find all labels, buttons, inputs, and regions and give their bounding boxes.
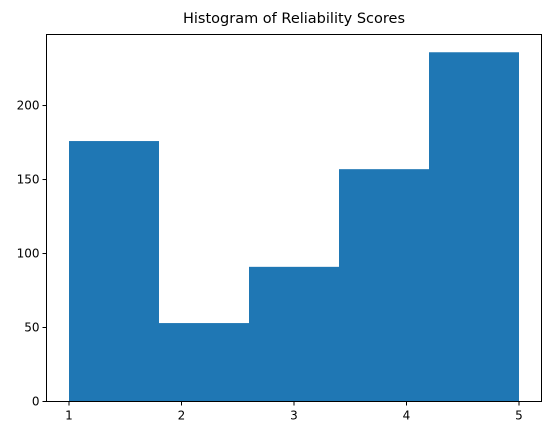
histogram-bar-1 [69,141,159,402]
histogram-bar-4 [339,169,429,402]
histogram-bar-2 [159,323,249,402]
bars-group [69,52,519,402]
x-axis: 1 2 3 4 5 [65,401,523,423]
y-tick-label: 100 [17,247,40,261]
x-tick-label: 5 [515,409,523,423]
x-tick-label: 4 [403,409,411,423]
y-tick-label: 0 [32,395,40,409]
x-tick-label: 3 [290,409,298,423]
y-tick-label: 150 [17,173,40,187]
y-tick-label: 50 [24,321,39,335]
y-tick-label: 200 [17,99,40,113]
chart-title: Histogram of Reliability Scores [183,11,405,27]
x-tick-label: 2 [178,409,186,423]
plot-frame [46,34,542,402]
histogram-bar-5 [429,52,519,402]
y-axis: 0 50 100 150 200 [17,99,47,409]
x-tick-label: 1 [65,409,73,423]
histogram-bar-3 [249,266,339,402]
